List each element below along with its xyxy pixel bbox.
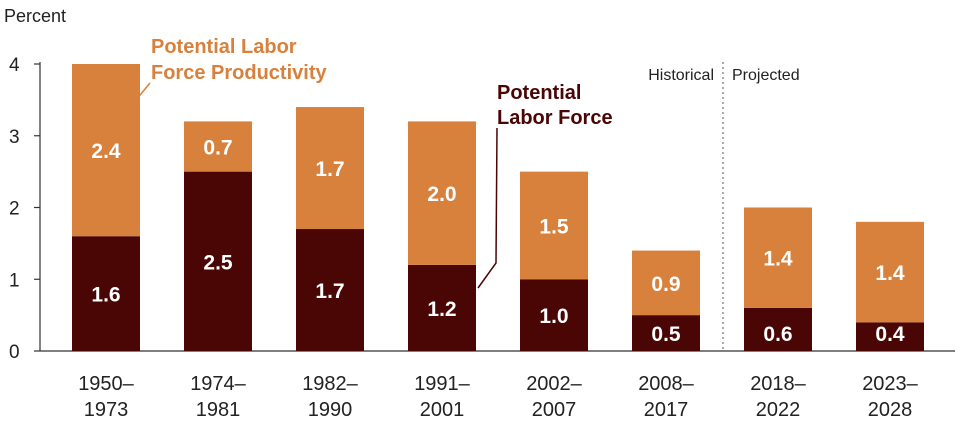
data-label-productivity: 1.7 [315, 158, 344, 181]
bar-segment-labor-force [296, 229, 364, 351]
series-label-labor-force: Potential [497, 82, 581, 104]
series-label-labor-force: Labor Force [497, 107, 613, 129]
bar-segment-labor-force [184, 171, 252, 351]
series-label-productivity: Potential Labor [151, 36, 297, 58]
bar-segment-labor-force [632, 315, 700, 351]
bar-segment-productivity [744, 207, 812, 308]
data-label-labor-force: 0.6 [763, 323, 792, 346]
data-label-productivity: 0.9 [651, 273, 680, 296]
x-tick-label: 2028 [868, 399, 913, 421]
y-tick-label: 4 [9, 55, 20, 76]
data-label-labor-force: 1.2 [427, 298, 456, 321]
x-tick-label: 1982– [302, 373, 358, 395]
y-axis-title: Percent [4, 6, 67, 26]
leader-line-labor-force [477, 127, 498, 289]
y-tick-label: 2 [9, 199, 20, 220]
bar-segment-labor-force [408, 264, 476, 351]
x-tick-label: 2007 [532, 399, 577, 421]
y-tick-label: 1 [9, 270, 20, 291]
bar-segment-labor-force [744, 307, 812, 351]
x-tick-label: 2002– [526, 373, 582, 395]
projected-label: Projected [732, 67, 800, 84]
x-tick-label: 2022 [756, 399, 801, 421]
bar-segment-productivity [72, 64, 140, 237]
x-tick-label: 2001 [420, 399, 465, 421]
data-label-productivity: 1.4 [875, 262, 905, 285]
leader-line-productivity [135, 82, 151, 101]
y-tick-label: 0 [9, 342, 20, 363]
data-label-labor-force: 0.5 [651, 323, 681, 346]
x-tick-label: 2023– [862, 373, 918, 395]
y-tick-label: 3 [9, 127, 20, 148]
bar-segment-productivity [632, 250, 700, 316]
bar-segment-productivity [856, 221, 924, 323]
historical-label: Historical [648, 67, 714, 84]
data-label-productivity: 1.4 [763, 248, 793, 271]
data-label-productivity: 2.0 [427, 183, 456, 206]
data-label-productivity: 2.4 [91, 140, 121, 163]
data-label-labor-force: 0.4 [875, 323, 905, 346]
bar-segment-labor-force [72, 236, 140, 351]
x-tick-label: 2017 [644, 399, 689, 421]
bar-segment-productivity [408, 121, 476, 265]
series-label-productivity: Force Productivity [151, 62, 327, 84]
x-tick-label: 1990 [308, 399, 353, 421]
data-label-labor-force: 1.6 [91, 284, 120, 307]
bar-segment-productivity [184, 121, 252, 172]
x-tick-label: 1991– [414, 373, 470, 395]
data-label-productivity: 1.5 [539, 215, 569, 238]
x-tick-label: 1974– [190, 373, 246, 395]
data-label-labor-force: 1.7 [315, 280, 344, 303]
bar-segment-labor-force [520, 279, 588, 351]
data-label-labor-force: 1.0 [539, 305, 568, 328]
bar-segment-productivity [296, 107, 364, 230]
bar-segment-labor-force [856, 322, 924, 351]
x-tick-label: 1973 [84, 399, 129, 421]
x-tick-label: 2018– [750, 373, 806, 395]
data-label-labor-force: 2.5 [203, 251, 233, 274]
bar-segment-productivity [520, 171, 588, 280]
data-label-productivity: 0.7 [203, 137, 232, 160]
x-tick-label: 1981 [196, 399, 241, 421]
x-tick-label: 2008– [638, 373, 694, 395]
x-tick-label: 1950– [78, 373, 134, 395]
